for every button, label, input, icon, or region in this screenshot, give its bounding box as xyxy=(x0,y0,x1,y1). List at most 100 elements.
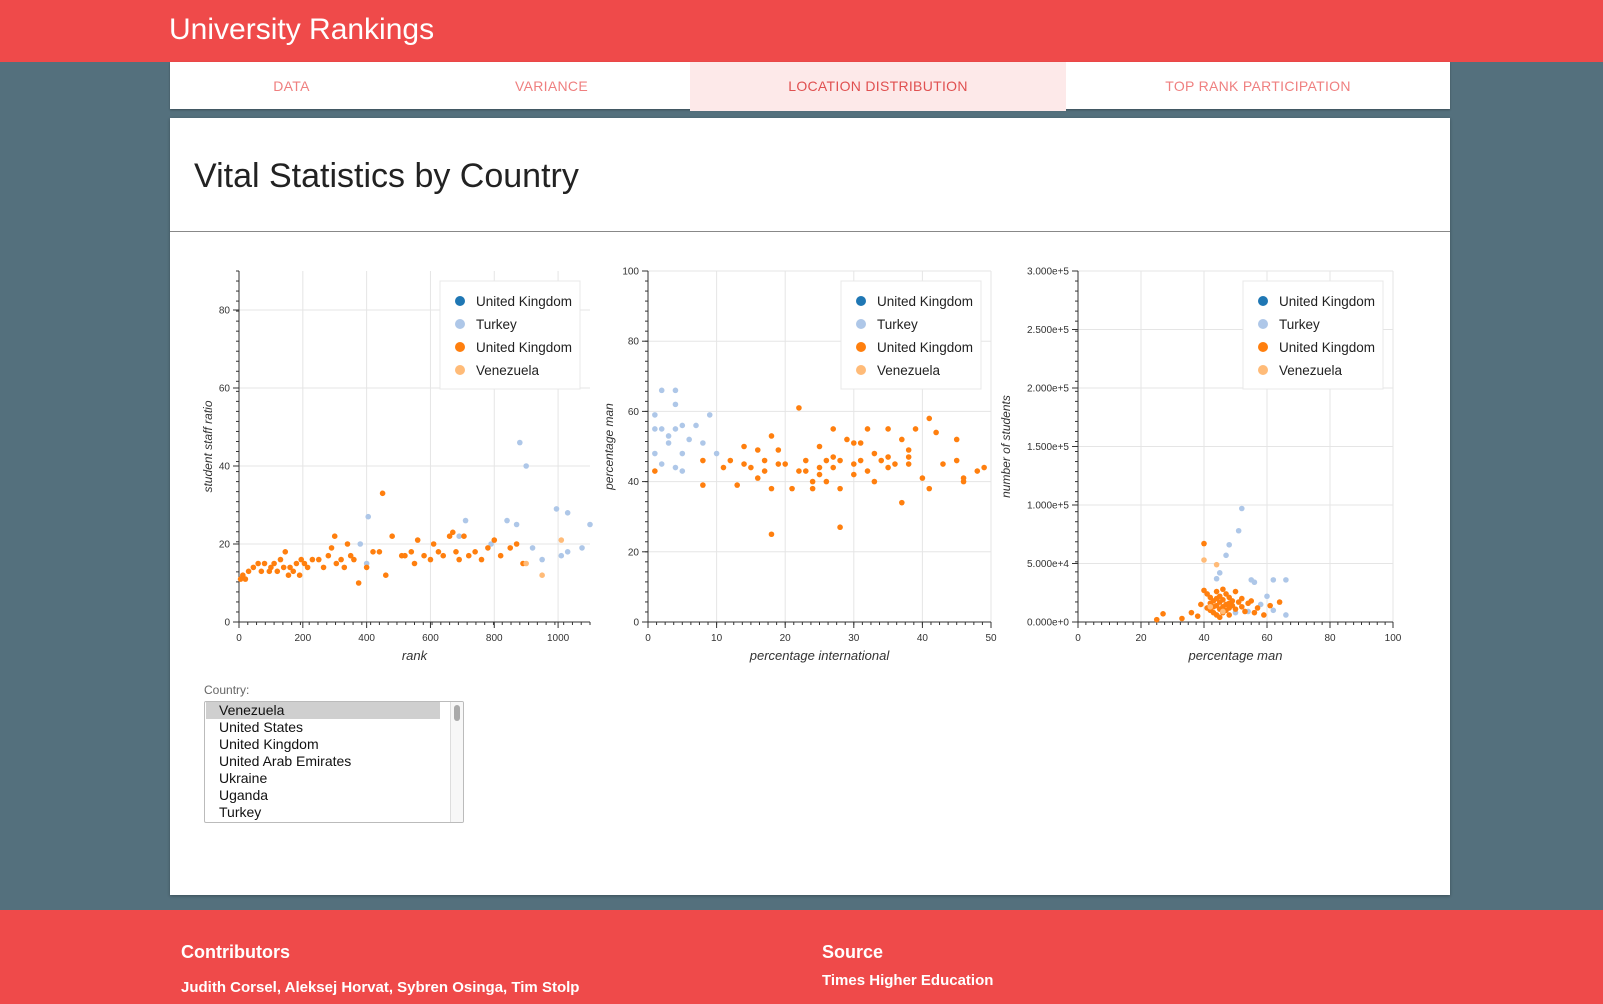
data-point xyxy=(523,463,529,469)
data-point xyxy=(268,564,274,571)
data-point xyxy=(665,433,672,439)
country-option[interactable]: Venezuela xyxy=(206,702,440,719)
data-point xyxy=(491,537,498,543)
data-point xyxy=(351,556,357,563)
tab-top-rank-participation[interactable]: TOP RANK PARTICIPATION xyxy=(1165,77,1351,94)
tab-location-distribution[interactable]: LOCATION DISTRIBUTION xyxy=(690,62,1066,111)
data-point xyxy=(449,529,456,536)
data-point xyxy=(296,572,303,578)
data-point xyxy=(293,560,300,567)
data-point xyxy=(768,433,775,439)
legend-label: United Kingdom xyxy=(476,340,572,355)
data-point xyxy=(809,485,816,492)
data-point xyxy=(320,564,327,571)
data-point xyxy=(461,533,467,539)
data-point xyxy=(277,556,284,563)
data-point xyxy=(837,457,843,464)
country-option[interactable]: Ukraine xyxy=(219,770,268,786)
data-point xyxy=(878,457,885,464)
data-point xyxy=(250,564,257,571)
country-select[interactable]: Venezuela United States United Kingdom U… xyxy=(204,701,464,823)
data-point xyxy=(331,533,338,539)
data-point xyxy=(1213,561,1220,568)
country-option[interactable]: Uganda xyxy=(219,787,269,803)
data-point xyxy=(1239,595,1245,602)
y-tick-label: 20 xyxy=(219,540,231,551)
data-point xyxy=(782,461,788,467)
data-point xyxy=(1232,606,1239,612)
data-point xyxy=(768,485,775,492)
data-point xyxy=(513,541,520,547)
data-point xyxy=(376,549,383,555)
data-point xyxy=(905,454,912,460)
data-point xyxy=(864,426,871,432)
data-point xyxy=(1276,599,1283,605)
data-point xyxy=(885,426,891,432)
legend-marker xyxy=(856,296,866,306)
data-point xyxy=(558,552,565,559)
country-option[interactable]: Turkey xyxy=(219,804,262,820)
data-point xyxy=(926,415,933,422)
data-point xyxy=(564,549,571,555)
scrollbar-track[interactable] xyxy=(450,702,463,822)
data-point xyxy=(844,436,850,443)
data-point xyxy=(513,521,520,528)
data-point xyxy=(1264,593,1270,600)
divider xyxy=(170,231,1450,232)
x-tick-label: 40 xyxy=(1198,633,1210,644)
y-tick-label: 1.000e+5 xyxy=(1027,501,1069,512)
legend-label: United Kingdom xyxy=(877,340,973,355)
data-point xyxy=(974,468,981,474)
tab-data[interactable]: DATA xyxy=(273,77,310,94)
legend-label: Turkey xyxy=(877,317,918,332)
y-tick-label: 80 xyxy=(628,337,640,348)
data-point xyxy=(802,468,809,474)
data-point xyxy=(1283,612,1289,618)
legend-label: United Kingdom xyxy=(1279,340,1375,355)
data-point xyxy=(347,552,354,559)
data-point xyxy=(408,549,415,555)
country-option[interactable]: United Kingdom xyxy=(219,736,319,752)
data-point xyxy=(953,457,960,464)
data-point xyxy=(830,464,837,471)
data-point xyxy=(411,560,418,567)
data-point xyxy=(1223,552,1229,559)
data-point xyxy=(382,572,389,578)
data-point xyxy=(713,450,720,457)
data-point xyxy=(851,461,857,467)
country-option[interactable]: United Arab Emirates xyxy=(219,753,352,769)
data-point xyxy=(261,560,268,567)
country-option[interactable]: United States xyxy=(219,719,304,735)
data-point xyxy=(672,401,679,408)
data-point xyxy=(497,552,504,559)
data-point xyxy=(652,468,658,474)
x-tick-label: 50 xyxy=(985,633,997,644)
data-point xyxy=(816,464,823,471)
footer: Contributors Judith Corsel, Aleksej Horv… xyxy=(0,910,1603,1004)
data-point xyxy=(453,549,459,555)
legend-marker xyxy=(1258,365,1268,375)
data-point xyxy=(727,457,734,464)
tab-variance[interactable]: VARIANCE xyxy=(515,77,588,94)
data-point xyxy=(1239,505,1245,512)
data-point xyxy=(672,464,679,471)
source-link[interactable]: Times Higher Education xyxy=(822,972,994,989)
data-point xyxy=(344,541,351,547)
x-tick-label: 1000 xyxy=(547,633,570,644)
data-point xyxy=(301,560,308,567)
y-tick-label: 2.000e+5 xyxy=(1027,384,1069,395)
data-point xyxy=(290,568,297,575)
x-tick-label: 10 xyxy=(711,633,723,644)
data-point xyxy=(414,537,421,543)
data-point xyxy=(851,440,857,446)
data-point xyxy=(796,405,802,411)
scrollbar-thumb[interactable] xyxy=(454,705,460,721)
data-point xyxy=(1229,598,1236,604)
legend-marker xyxy=(1258,296,1268,306)
data-point xyxy=(274,568,281,575)
data-point xyxy=(672,387,679,394)
y-tick-label: 0.000e+0 xyxy=(1027,618,1069,629)
data-point xyxy=(700,457,706,464)
data-point xyxy=(905,447,912,453)
data-point xyxy=(1213,575,1220,582)
